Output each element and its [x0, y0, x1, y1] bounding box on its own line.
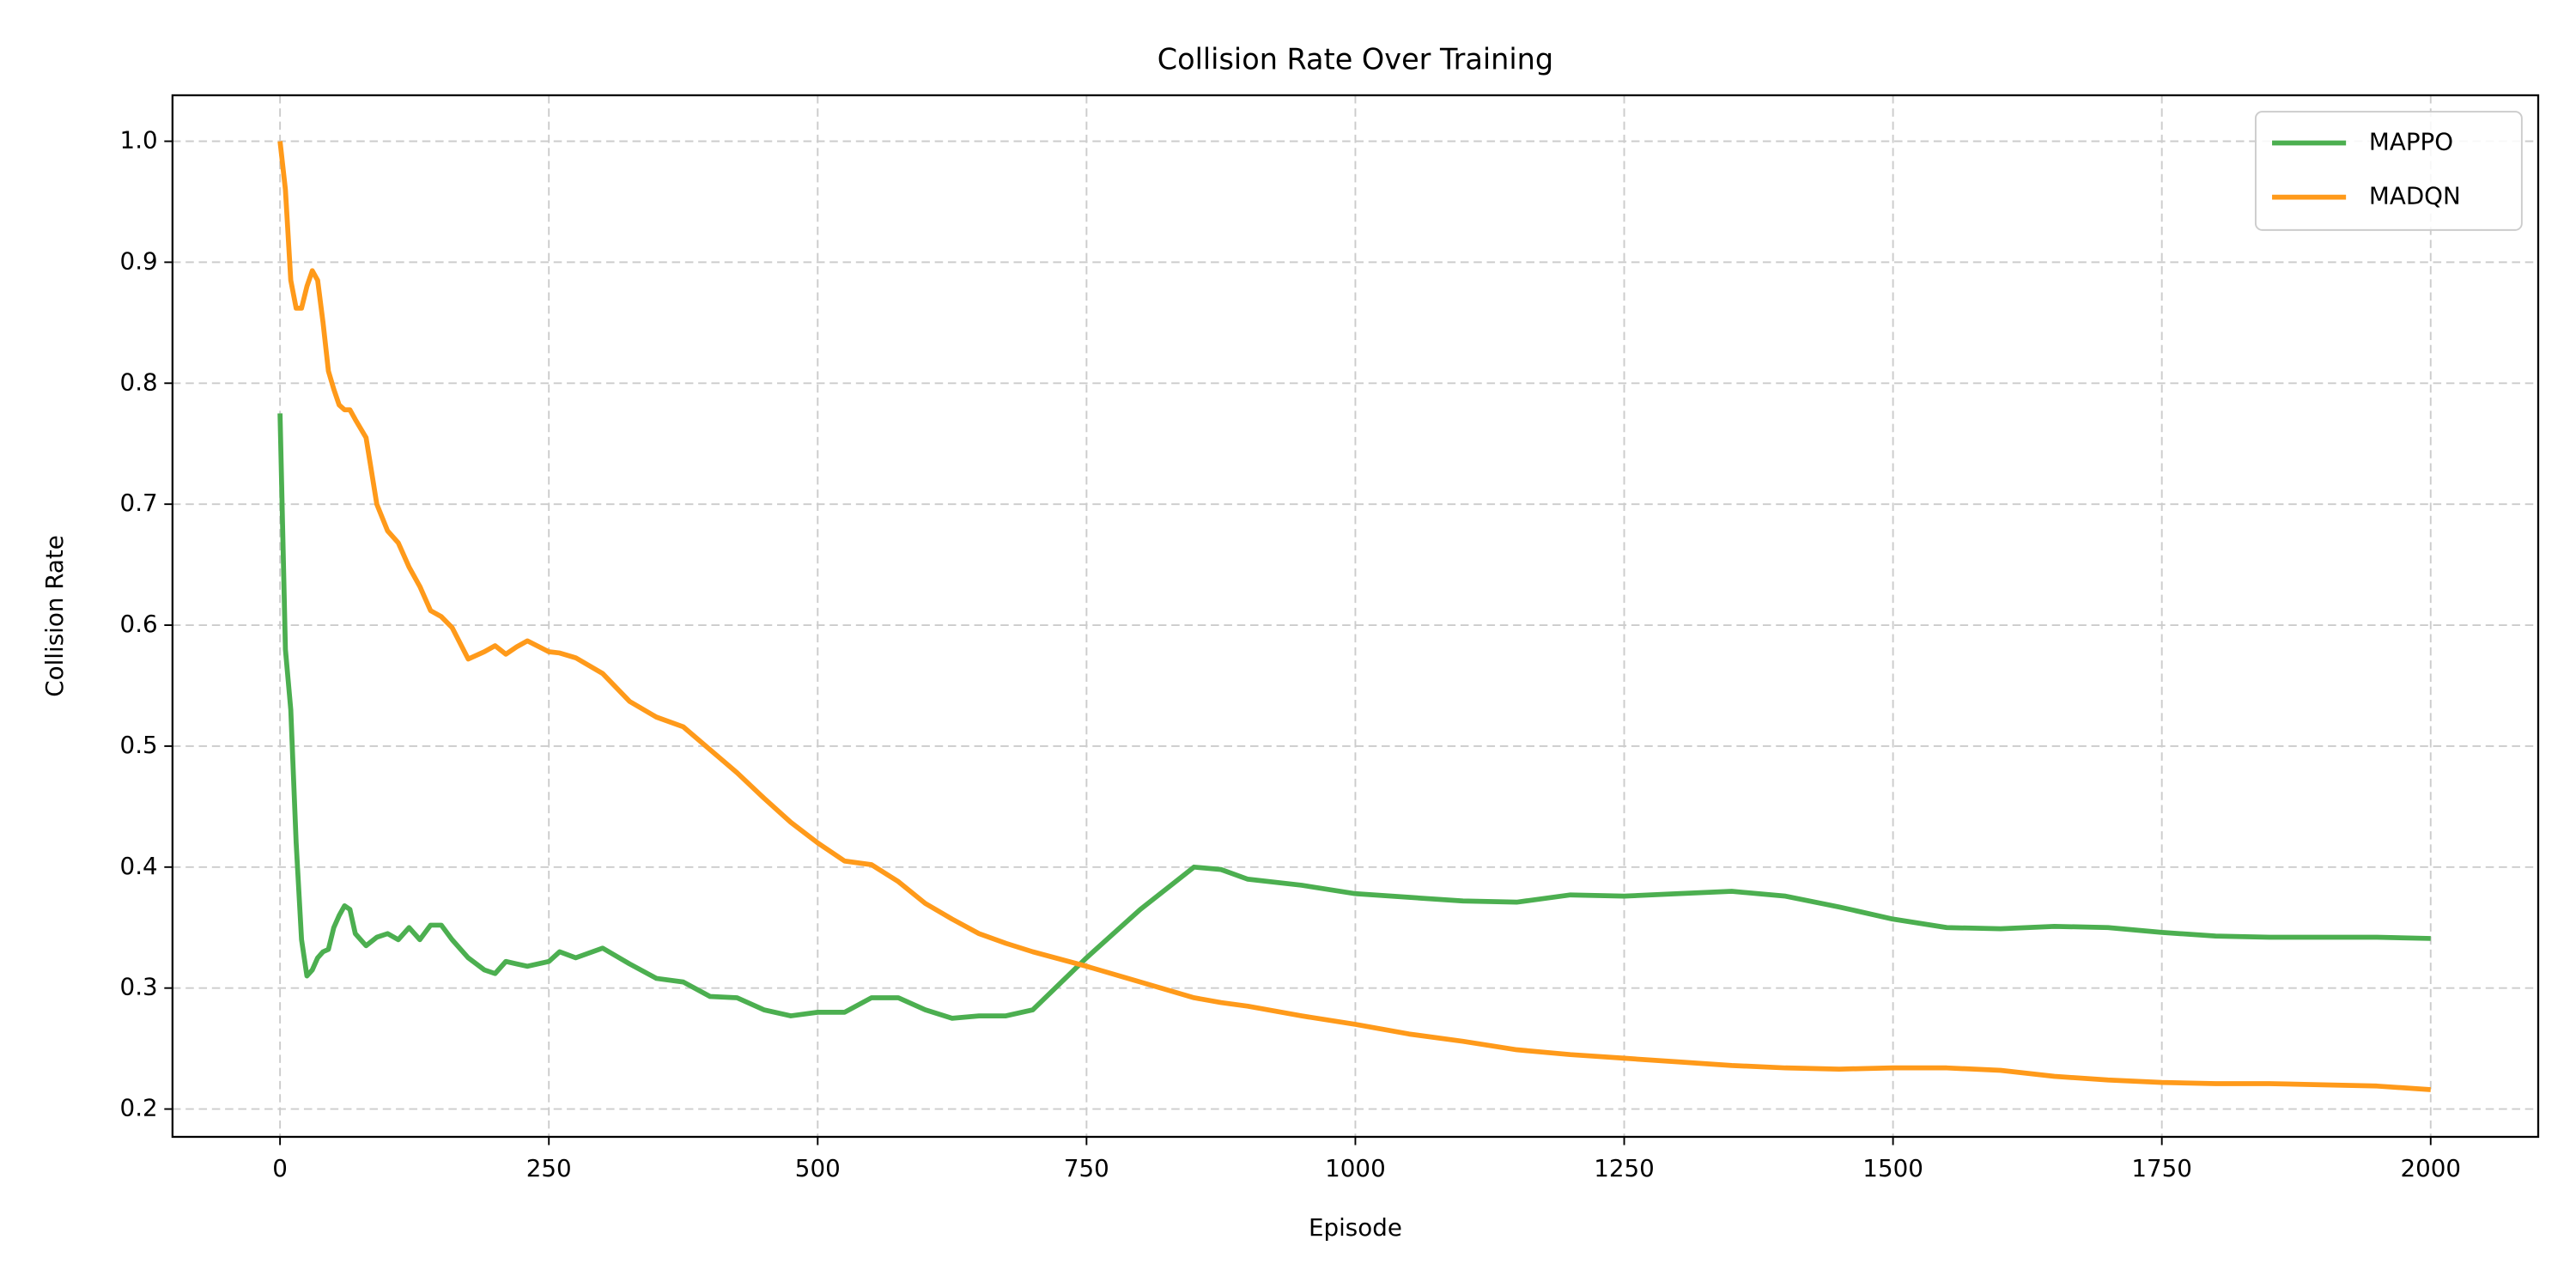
legend-label: MAPPO [2369, 127, 2453, 155]
y-tick-label: 0.7 [120, 489, 158, 517]
y-tick-label: 0.6 [120, 610, 158, 638]
x-tick-label: 0 [272, 1154, 288, 1182]
x-tick-label: 250 [526, 1154, 572, 1182]
x-tick-label: 2000 [2400, 1154, 2461, 1182]
y-axis-label: Collision Rate [40, 535, 69, 697]
x-tick-label: 500 [795, 1154, 841, 1182]
y-tick-label: 0.2 [120, 1094, 158, 1122]
y-tick-label: 0.3 [120, 973, 158, 1001]
x-tick-label: 1750 [2131, 1154, 2192, 1182]
legend-label: MADQN [2369, 182, 2461, 210]
x-tick-label: 1250 [1594, 1154, 1655, 1182]
line [277, 141, 2431, 1092]
y-tick-label: 0.9 [120, 246, 158, 275]
x-tick-label: 1500 [1862, 1154, 1923, 1182]
line [277, 413, 2431, 1021]
y-tick-label: 1.0 [120, 126, 158, 155]
chart-title: Collision Rate Over Training [1157, 42, 1553, 76]
x-tick-label: 750 [1064, 1154, 1109, 1182]
y-tick-label: 0.4 [120, 852, 158, 880]
axes-frame [171, 94, 2540, 1139]
y-tick-label: 0.5 [120, 731, 158, 759]
x-tick-label: 1000 [1325, 1154, 1386, 1182]
x-axis-label: Episode [1309, 1213, 1402, 1242]
y-tick-label: 0.8 [120, 368, 158, 396]
